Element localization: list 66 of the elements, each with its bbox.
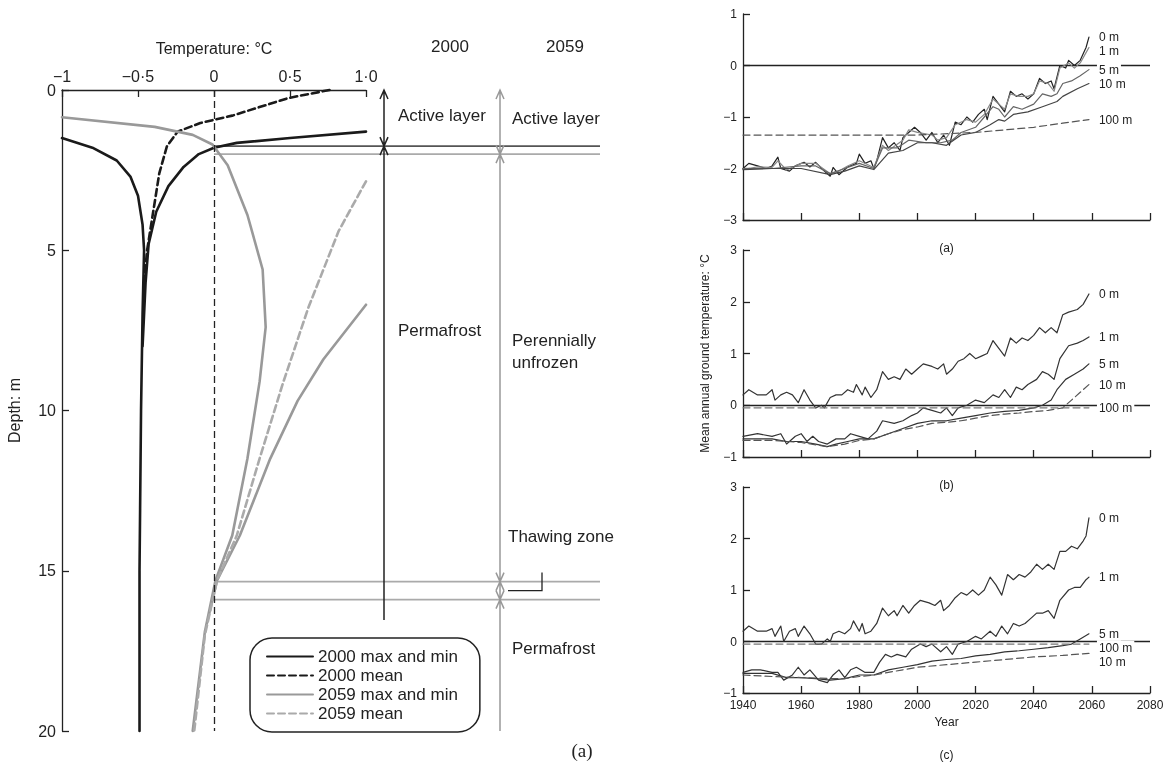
x-tick-label: −0·5 [121, 67, 155, 85]
y-tick-label: 3 [730, 243, 738, 257]
y-tick-label: 1 [730, 7, 738, 21]
series-label: 5 m [1098, 62, 1119, 77]
series-label: 0 m [1098, 510, 1119, 525]
x-tick-label: 1980 [845, 698, 873, 712]
y-axis-title: Mean annual ground temperature: °C [698, 254, 712, 453]
y-tick-label: −1 [723, 686, 738, 700]
x-tick-label: 2020 [962, 698, 990, 712]
legend-label: 2059 mean [318, 704, 404, 723]
text: Active layer [512, 108, 600, 130]
legend-label: 2059 max and min [318, 685, 458, 704]
series-label: 5 m [1098, 356, 1119, 371]
x-tick-label: 2040 [1020, 698, 1048, 712]
y-tick-label: 20 [38, 722, 57, 740]
y-tick-label: 2 [730, 531, 738, 546]
x-axis-title: Temperature: °C [155, 39, 273, 57]
x-tick-label: 2080 [1136, 698, 1164, 712]
legend-label: 2000 mean [318, 666, 404, 685]
y-tick-label: 15 [38, 562, 57, 580]
x-tick-label: 2000 [904, 698, 932, 712]
x-tick-label: 1·0 [354, 67, 378, 85]
series-label: 0 m [1098, 30, 1119, 45]
series-label: 1 m [1098, 329, 1119, 344]
text: (a) [570, 740, 594, 762]
annotation: (b) [939, 478, 954, 492]
series-label: 100 m [1098, 112, 1133, 127]
x-axis-title: Year [934, 714, 959, 729]
series-label: 100 m [1098, 400, 1133, 415]
x-tick-label: 1960 [787, 698, 815, 712]
y-tick-label: 5 [47, 241, 57, 259]
y-tick-label: −1 [723, 110, 738, 124]
text: Permafrost [398, 320, 482, 342]
annotation: (a) [939, 241, 954, 255]
text: (c) [939, 748, 954, 762]
y-tick-label: 2 [730, 294, 738, 309]
y-axis-title: Depth: m [5, 378, 23, 443]
text: 2059 [545, 36, 585, 58]
y-tick-label: 0 [730, 634, 738, 649]
y-tick-label: 3 [730, 480, 738, 494]
series-label: 1 m [1098, 44, 1119, 59]
legend-label: 2000 max and min [318, 647, 458, 666]
x-tick-label: 1940 [729, 698, 757, 712]
y-tick-label: −2 [723, 161, 738, 176]
text: Thawing zone [508, 526, 614, 548]
series-label: 10 m [1098, 377, 1126, 392]
y-tick-label: 0 [47, 81, 57, 99]
series-label: 1 m [1098, 570, 1119, 585]
y-tick-label: 0 [730, 398, 738, 413]
series-label: 100 m [1098, 640, 1133, 655]
x-tick-label: 0·5 [278, 67, 302, 85]
y-tick-label: 1 [730, 346, 738, 361]
y-tick-label: −3 [723, 213, 738, 227]
text: Perennially unfrozen [512, 330, 598, 374]
text: Permafrost [512, 638, 596, 660]
y-tick-label: −1 [723, 450, 738, 464]
y-tick-label: 10 [38, 402, 57, 419]
series-label: 10 m [1098, 654, 1126, 669]
x-tick-label: 2060 [1078, 698, 1106, 712]
series-label: 0 m [1098, 286, 1119, 301]
y-tick-label: 1 [730, 583, 738, 597]
series-label: 10 m [1098, 76, 1126, 91]
x-tick-label: 0 [209, 67, 219, 85]
series-label: 5 m [1098, 626, 1119, 641]
text: 2000 [430, 36, 470, 58]
text: Active layer [398, 105, 486, 127]
